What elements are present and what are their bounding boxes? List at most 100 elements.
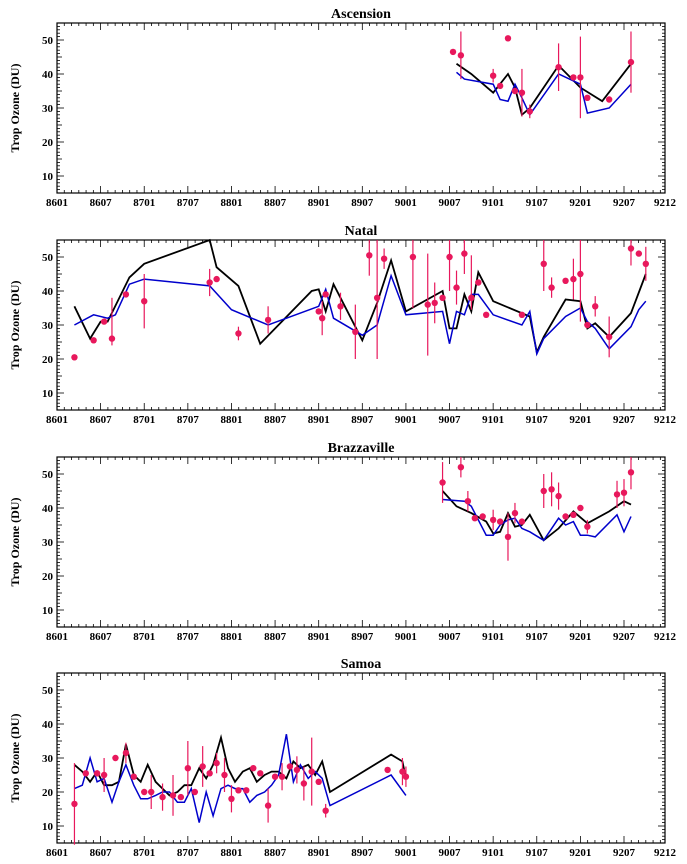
x-tick-label: 9201	[569, 631, 591, 643]
data-point	[577, 504, 584, 512]
data-point	[518, 518, 526, 525]
y-tick-label: 50	[42, 685, 54, 697]
data-point	[570, 74, 577, 81]
data-point	[141, 788, 148, 796]
x-tick-label: 8601	[46, 847, 68, 859]
x-tick-label: 9007	[439, 414, 462, 426]
data-point	[322, 291, 329, 298]
data-point	[130, 773, 137, 780]
y-tick-label: 30	[42, 537, 54, 549]
data-point	[562, 277, 569, 284]
x-tick-label: 8701	[133, 847, 155, 859]
data-point	[250, 765, 257, 772]
x-tick-label: 9101	[482, 631, 504, 643]
x-tick-label: 9201	[569, 414, 591, 426]
x-tick-label: 9212	[654, 197, 677, 209]
data-point	[112, 754, 119, 762]
x-tick-label: 9007	[439, 197, 462, 209]
panel-title: Brazzaville	[328, 441, 395, 456]
data-point	[526, 108, 533, 115]
x-tick-label: 8807	[264, 414, 287, 426]
data-point	[496, 518, 504, 525]
data-point	[570, 511, 577, 518]
data-point	[384, 766, 391, 774]
series-line	[441, 490, 632, 542]
x-tick-label: 9007	[439, 847, 462, 859]
x-tick-label: 8707	[177, 197, 200, 209]
data-point	[475, 279, 482, 286]
series-line	[73, 734, 407, 797]
x-tick-label: 8607	[90, 631, 113, 643]
data-point	[489, 72, 497, 79]
data-point	[177, 793, 185, 801]
x-tick-label: 8801	[220, 631, 242, 643]
x-tick-label: 8707	[177, 414, 200, 426]
x-tick-label: 9107	[526, 631, 549, 643]
x-tick-label: 8701	[133, 414, 155, 426]
data-point	[93, 770, 101, 777]
data-point	[213, 275, 220, 283]
x-tick-label: 8607	[90, 847, 113, 859]
data-point	[122, 291, 130, 298]
y-tick-label: 30	[42, 103, 54, 115]
series-line	[74, 734, 407, 823]
x-tick-label: 8601	[46, 414, 68, 426]
x-tick-label: 8907	[351, 631, 374, 643]
data-point	[518, 311, 526, 318]
panel-title: Ascension	[331, 7, 391, 22]
x-tick-label: 9001	[395, 847, 417, 859]
data-point	[439, 294, 446, 301]
x-tick-label: 9001	[395, 631, 417, 643]
x-tick-label: 8907	[351, 197, 374, 209]
x-tick-label: 8907	[351, 847, 374, 859]
y-tick-label: 20	[42, 787, 54, 799]
x-tick-label: 8707	[177, 847, 200, 859]
data-point	[271, 773, 279, 780]
data-point	[82, 770, 89, 777]
x-tick-label: 8801	[220, 847, 242, 859]
y-tick-label: 50	[42, 252, 54, 264]
data-point	[605, 96, 613, 103]
y-tick-label: 20	[42, 137, 54, 149]
data-point	[511, 87, 519, 95]
x-tick-label: 9207	[613, 197, 636, 209]
y-tick-label: 10	[42, 821, 54, 833]
x-tick-label: 8807	[264, 197, 287, 209]
plot-frame	[56, 22, 666, 194]
x-tick-label: 9101	[482, 414, 504, 426]
series-line	[74, 273, 647, 357]
x-tick-label: 8907	[351, 414, 374, 426]
x-tick-label: 8807	[264, 631, 287, 643]
x-tick-label: 9207	[613, 847, 636, 859]
x-tick-label: 8901	[308, 631, 330, 643]
x-tick-label: 9107	[526, 197, 549, 209]
data-point	[315, 778, 322, 785]
x-tick-label: 8807	[264, 847, 287, 859]
x-tick-label: 8601	[46, 631, 68, 643]
x-tick-label: 9107	[526, 414, 549, 426]
y-tick-label: 40	[42, 719, 54, 731]
panel-samoa: Samoa Trop Ozone (DU) 10 20 30 40 50 8601 8607 87…	[8, 657, 677, 859]
data-point	[479, 513, 486, 520]
x-tick-label: 8607	[90, 414, 113, 426]
data-point	[100, 318, 108, 325]
x-tick-label: 9212	[654, 631, 677, 643]
x-tick-label: 8601	[46, 197, 68, 209]
data-point	[457, 52, 465, 59]
data-point	[206, 770, 213, 777]
x-tick-label: 9207	[613, 631, 636, 643]
data-point	[555, 63, 562, 71]
x-tick-label: 9201	[569, 197, 591, 209]
y-axis-label: Trop Ozone (DU)	[8, 64, 22, 153]
data-point	[71, 354, 78, 361]
y-axis-label: Trop Ozone (DU)	[8, 498, 22, 587]
plot-frame	[56, 456, 666, 628]
panel-title: Natal	[345, 224, 378, 239]
data-point	[235, 787, 242, 794]
data-point	[471, 515, 479, 522]
data-point	[243, 787, 250, 794]
panel-natal: Natal Trop Ozone (DU) 10 20 30 40 50 8601 8607 87…	[8, 224, 677, 426]
y-tick-label: 50	[42, 35, 54, 47]
x-tick-label: 9007	[439, 631, 462, 643]
